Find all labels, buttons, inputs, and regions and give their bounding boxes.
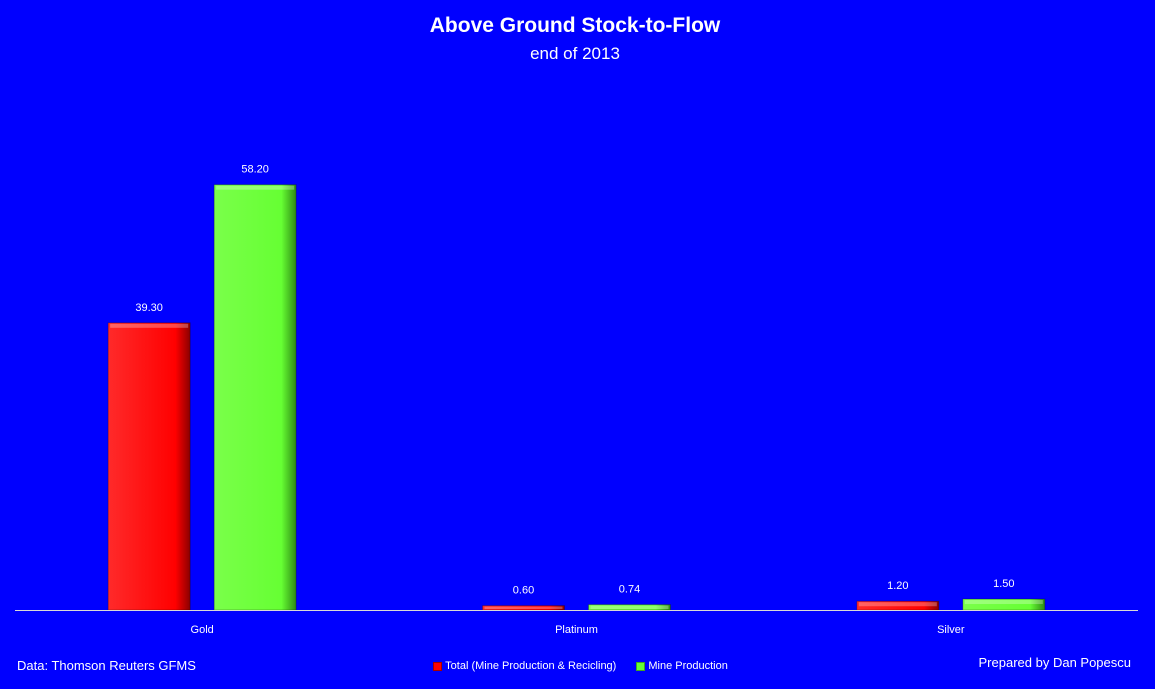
x-tick-label-silver: Silver (937, 624, 965, 636)
chart-title: Above Ground Stock-to-Flow (430, 14, 721, 37)
data-label-gold-series-2: 58.20 (241, 164, 269, 176)
bar-gold-series-2 (213, 184, 297, 611)
legend-label-total: Total (Mine Production & Recicling) (445, 660, 617, 672)
data-label-platinum-series-1: 0.60 (513, 585, 534, 597)
data-label-silver-series-1: 1.20 (887, 580, 908, 592)
bar-highlight (590, 605, 669, 609)
bar-gold-series-1 (107, 322, 191, 611)
bar-highlight (216, 185, 295, 190)
data-label-gold-series-1: 39.30 (135, 302, 163, 314)
x-tick-label-gold: Gold (191, 624, 214, 636)
legend-entry-mine-production: Mine Production (636, 660, 728, 672)
data-label-platinum-series-2: 0.74 (619, 584, 640, 596)
legend-swatch-total (433, 661, 443, 671)
bar-highlight (858, 602, 937, 607)
bar-highlight (484, 606, 563, 609)
chart-subtitle: end of 2013 (530, 44, 620, 63)
author-credit: Prepared by Dan Popescu (978, 655, 1131, 670)
plot-area: 39.30 58.20 Gold 0.60 0.74 Platinum 1.20 1.50 Si… (15, 164, 1138, 636)
legend-swatch-mine-production (636, 661, 646, 671)
data-label-silver-series-2: 1.50 (993, 578, 1014, 590)
data-source-note: Data: Thomson Reuters GFMS (17, 658, 196, 673)
legend-entry-total: Total (Mine Production & Recicling) (433, 660, 616, 672)
legend-label-mine-production: Mine Production (648, 660, 728, 672)
chart-legend: Total (Mine Production & Recicling) Mine… (0, 660, 1155, 672)
bar-highlight (964, 600, 1043, 605)
x-tick-label-platinum: Platinum (555, 624, 598, 636)
bar-highlight (110, 323, 189, 328)
